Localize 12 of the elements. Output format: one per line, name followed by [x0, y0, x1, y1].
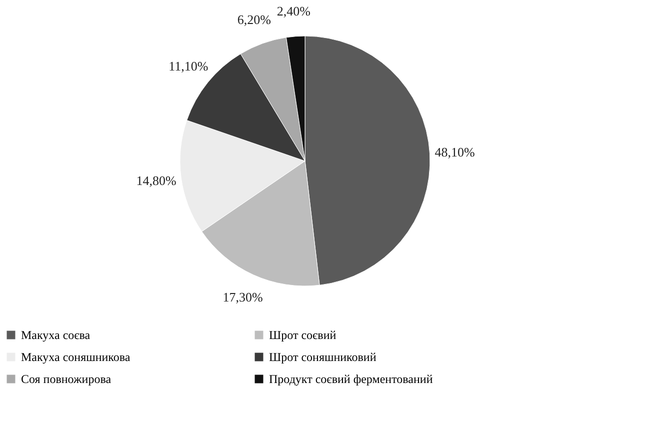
- data-label: 14,80%: [136, 172, 177, 188]
- data-label: 6,20%: [237, 12, 272, 27]
- legend-label: Шрот соняшниковий: [269, 350, 377, 364]
- legend-label: Шрот соєвий: [269, 328, 337, 342]
- data-label: 17,30%: [222, 289, 263, 304]
- data-label: 2,40%: [276, 3, 311, 18]
- legend-label: Макуха соєва: [21, 328, 91, 342]
- legend-label: Продукт соєвий ферментований: [269, 372, 434, 386]
- data-label: 48,10%: [434, 144, 475, 160]
- legend-label: Соя повножирова: [21, 372, 112, 386]
- data-label: 11,10%: [168, 58, 208, 74]
- legend-label: Макуха соняшникова: [21, 350, 131, 364]
